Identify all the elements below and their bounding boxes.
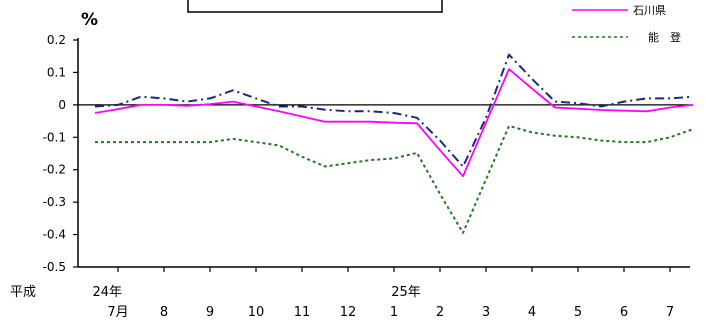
y-tick-label: -0.5 xyxy=(43,260,66,274)
y-tick-label: -0.1 xyxy=(43,130,66,144)
x-tick-label: 11 xyxy=(294,305,311,320)
legend-label-noto: 能 登 xyxy=(648,30,681,44)
x-tick-label: 1 xyxy=(390,305,398,320)
axes xyxy=(73,38,690,272)
x-tick-label: 8 xyxy=(160,305,168,320)
x-tick-label: 9 xyxy=(206,305,214,320)
x-tick-label: 4 xyxy=(528,305,536,320)
y-tick-label: 0 xyxy=(58,98,66,112)
y-tick-label: 0.1 xyxy=(47,65,66,79)
x-tick-label: 10 xyxy=(248,305,265,320)
y-tick-label: -0.4 xyxy=(43,228,66,242)
x-tick-label: 3 xyxy=(482,305,490,320)
era-label: 平成 xyxy=(10,285,36,300)
y-tick-label: -0.3 xyxy=(43,195,66,209)
legend: 石川県 能 登 xyxy=(572,4,681,44)
x-tick-label: 12 xyxy=(340,305,357,320)
series-line-2 xyxy=(95,124,694,234)
unit-label: % xyxy=(81,10,98,30)
series-line-0 xyxy=(94,53,694,168)
x-tick-label: 6 xyxy=(620,305,628,320)
x-tick-label: 7月 xyxy=(107,305,128,320)
y-tick-label: -0.2 xyxy=(43,163,66,177)
y-tick-label: 0.2 xyxy=(47,33,66,47)
x-tick-label: 2 xyxy=(436,305,444,320)
year-label: 25年 xyxy=(391,285,421,300)
legend-label-ishikawa: 石川県 xyxy=(633,4,666,17)
x-tick-label: 5 xyxy=(574,305,582,320)
y-tick-labels: 0.2 0.1 0 -0.1 -0.2 -0.3 -0.4 -0.5 xyxy=(43,33,66,274)
top-frame-box xyxy=(187,0,443,13)
year-label: 24年 xyxy=(92,285,122,300)
series-line-1 xyxy=(94,68,694,178)
series-lines xyxy=(94,53,694,234)
x-tick-label: 7 xyxy=(666,305,674,320)
